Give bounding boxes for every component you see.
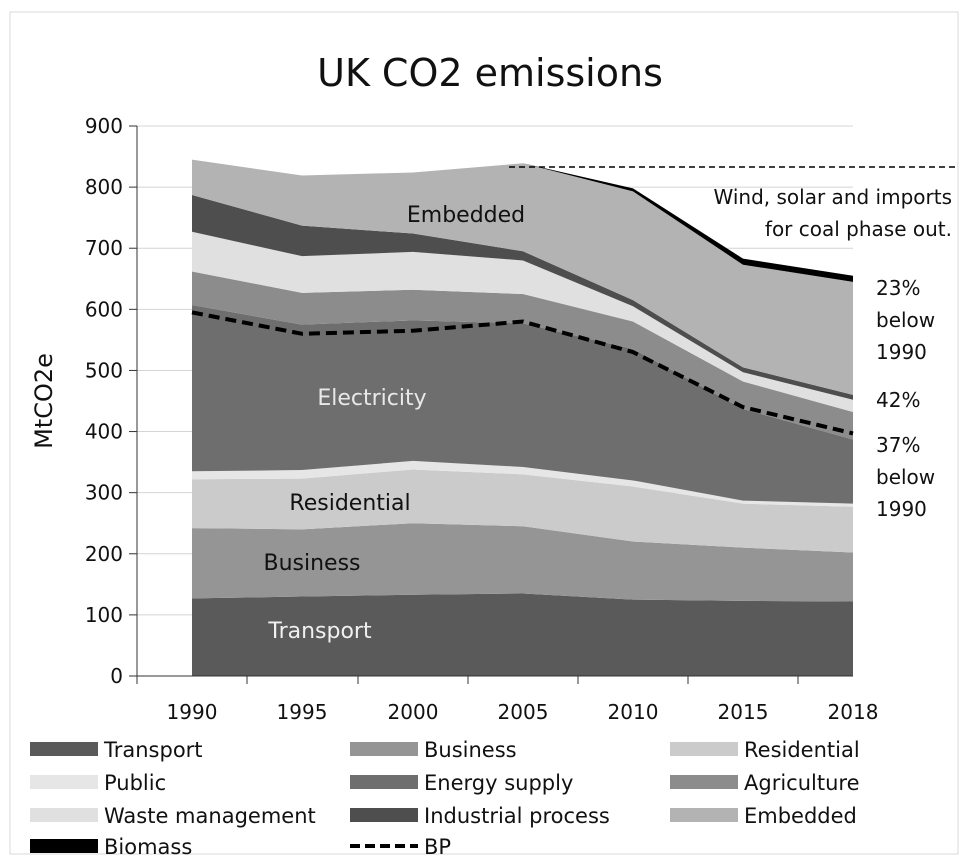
- legend-label-business: Business: [424, 738, 517, 762]
- legend-swatch-waste-management: [30, 808, 98, 822]
- area-label-embedded: Embedded: [407, 203, 525, 228]
- annotation-37pct: 37%: [876, 433, 920, 457]
- y-tick-label: 800: [85, 175, 123, 199]
- y-tick-label: 100: [85, 603, 123, 627]
- legend-swatch-residential: [670, 742, 738, 756]
- legend-label-agriculture: Agriculture: [744, 771, 860, 795]
- legend-swatch-embedded: [670, 808, 738, 822]
- area-biomass: [192, 159, 853, 282]
- x-tick-label: 2005: [498, 700, 549, 724]
- area-series: [192, 159, 853, 676]
- y-tick-label: 600: [85, 297, 123, 321]
- y-tick-label: 400: [85, 420, 123, 444]
- area-industrial-process: [192, 195, 853, 400]
- bp-line: [191, 310, 854, 436]
- chart-title: UK CO2 emissions: [317, 51, 663, 95]
- axes: 0 100 200 300 400 500 600 700 800 900 1990 1995 2000…: [85, 114, 879, 724]
- legend-label-biomass: Biomass: [104, 835, 192, 856]
- x-tick-label: 2010: [608, 700, 659, 724]
- area-residential: [192, 469, 853, 553]
- legend-swatch-public: [30, 775, 98, 789]
- legend-swatch-energy-supply: [350, 775, 418, 789]
- legend-swatch-biomass: [30, 839, 98, 853]
- y-tick-label: 300: [85, 481, 123, 505]
- y-tick-label: 0: [110, 664, 123, 688]
- area-label-business: Business: [263, 551, 360, 576]
- legend-swatch-industrial-process: [350, 808, 418, 822]
- legend-label-public: Public: [104, 771, 166, 795]
- legend-label-embedded: Embedded: [744, 804, 857, 828]
- x-tick-label: 1990: [167, 700, 218, 724]
- annotation-37pct-year: 1990: [876, 497, 927, 521]
- area-label-residential: Residential: [289, 491, 410, 516]
- legend-swatch-transport: [30, 742, 98, 756]
- annotation-23pct-year: 1990: [876, 340, 927, 364]
- annotation-23pct: 23%: [876, 276, 920, 300]
- bp-line-layer: [191, 166, 958, 436]
- y-axis-label: MtCO2e: [30, 353, 58, 449]
- area-business: [192, 523, 853, 602]
- legend-label-waste-management: Waste management: [104, 804, 316, 828]
- annotation-37pct-below: below: [876, 465, 935, 489]
- area-public: [192, 460, 853, 507]
- legend-swatch-business: [350, 742, 418, 756]
- legend-label-bp: BP: [424, 835, 451, 856]
- area-energy-supply: [192, 305, 853, 504]
- area-embedded: [192, 159, 853, 395]
- y-tick-label: 700: [85, 236, 123, 260]
- legend-label-energy-supply: Energy supply: [424, 771, 573, 795]
- legend: Transport Business Residential Public Energy…: [30, 738, 860, 856]
- area-agriculture: [192, 271, 853, 440]
- x-tick-label: 2000: [388, 700, 439, 724]
- legend-swatch-agriculture: [670, 775, 738, 789]
- legend-label-transport: Transport: [103, 738, 203, 762]
- area-label-transport: Transport: [267, 619, 372, 644]
- y-tick-label: 200: [85, 542, 123, 566]
- y-tick-label: 900: [85, 114, 123, 138]
- annotation-wind-line1: Wind, solar and imports: [714, 185, 952, 209]
- area-transport: [192, 593, 853, 676]
- annotation-wind-line2: for coal phase out.: [765, 217, 952, 241]
- y-tick-label: 500: [85, 358, 123, 382]
- x-tick-label: 1995: [277, 700, 328, 724]
- legend-label-industrial-process: Industrial process: [424, 804, 610, 828]
- annotation-23pct-below: below: [876, 308, 935, 332]
- x-tick-label: 2018: [828, 700, 879, 724]
- area-label-electricity: Electricity: [317, 386, 426, 411]
- x-tick-label: 2015: [718, 700, 769, 724]
- legend-label-residential: Residential: [744, 738, 860, 762]
- area-waste-management: [192, 231, 853, 412]
- chart-border: [9, 11, 959, 855]
- annotation-42pct: 42%: [876, 388, 920, 412]
